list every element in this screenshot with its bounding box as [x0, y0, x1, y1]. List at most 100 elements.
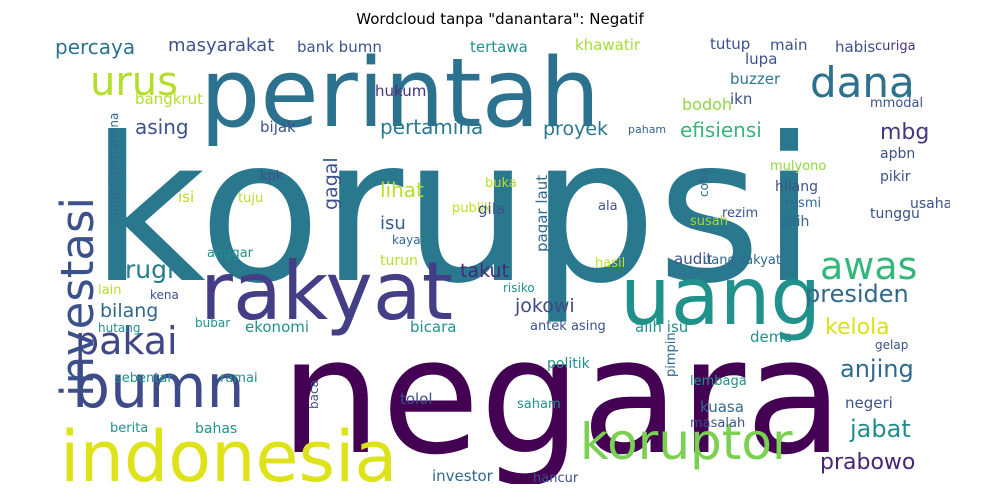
word-pikir: pikir — [880, 169, 911, 185]
word-uang: uang — [620, 250, 822, 343]
word-mbg: mbg — [880, 120, 930, 145]
word-lembaga: lembaga — [690, 374, 747, 389]
word-bumn: bumn — [72, 352, 245, 422]
word-risiko: risiko — [503, 281, 535, 295]
word-sebentar: sebentar — [115, 371, 173, 386]
word-cloud: korupsi negara perintah uang rakyat indonesia… — [50, 32, 950, 485]
word-prabowo: prabowo — [820, 450, 916, 475]
word-mmodal: mmodal — [870, 96, 924, 111]
word-publik: publik — [452, 201, 492, 216]
word-pilih: pilih — [780, 214, 810, 230]
word-main: main — [770, 36, 808, 54]
word-pakai: pakai — [75, 319, 178, 363]
word-pagar-laut: pagar laut — [533, 174, 551, 252]
word-khawatir: khawatir — [575, 36, 641, 54]
word-politik: politik — [547, 356, 590, 372]
word-tuju: tuju — [238, 191, 264, 206]
word-awas: awas — [820, 244, 918, 288]
word-hutang: hutang — [98, 321, 141, 335]
word-ala: ala — [598, 199, 618, 214]
word-anggar: anggar — [207, 246, 254, 261]
word-isu: isu — [380, 213, 406, 234]
word-bubar: bubar — [195, 316, 231, 330]
word-antek-asing: antek asing — [530, 319, 606, 334]
word-asing: asing — [135, 115, 189, 139]
word-masyarakat: masyarakat — [168, 35, 275, 56]
word-bank-bumn: bank bumn — [297, 38, 382, 56]
word-tertawa: tertawa — [470, 38, 528, 56]
word-susah: susah — [690, 214, 728, 229]
word-tunggu: tunggu — [870, 206, 920, 222]
word-resmi: resmi — [785, 196, 822, 211]
word-bodoh: bodoh — [682, 95, 733, 114]
word-hancur: hancur — [533, 471, 579, 484]
word-efisiensi: efisiensi — [680, 118, 762, 142]
word-lupa: lupa — [745, 50, 778, 68]
chart-title: Wordcloud tanpa "danantara": Negatif — [356, 10, 644, 28]
word-urus: urus — [90, 59, 178, 105]
word-korupsi-pertamina: korupsi pertamina — [107, 112, 121, 222]
word-alih-isu: alih isu — [635, 318, 689, 336]
word-anjing: anjing — [840, 355, 914, 383]
word-buka: buka — [485, 176, 517, 191]
word-pertamina: pertamina — [380, 115, 484, 139]
word-rezim: rezim — [722, 206, 759, 221]
word-bilang: bilang — [100, 300, 159, 322]
word-gagal: gagal — [320, 157, 342, 210]
word-bijak: bijak — [260, 118, 296, 136]
word-bicara: bicara — [410, 318, 457, 336]
word-perintah: perintah — [200, 39, 601, 149]
word-demo: demo — [750, 328, 793, 346]
word-investor: investor — [432, 467, 493, 484]
word-hasil: hasil — [595, 256, 626, 271]
word-gila: gila — [478, 200, 506, 218]
word-buzzer: buzzer — [730, 70, 781, 88]
word-pimpin: pimpin — [664, 332, 679, 377]
word-rugi: rugi — [125, 255, 174, 284]
word-baca: baca — [307, 380, 321, 409]
word-kuasa: kuasa — [700, 398, 744, 416]
word-kpk: kpk — [260, 169, 284, 184]
word-korupsi: korupsi — [90, 95, 817, 328]
word-bahas: bahas — [195, 421, 238, 437]
word-habis: habis — [835, 38, 876, 56]
word-audit: audit — [674, 250, 713, 268]
word-indonesia: indonesia — [60, 416, 398, 484]
word-apbn: apbn — [880, 146, 916, 162]
word-tutup: tutup — [710, 35, 751, 53]
word-mulyono: mulyono — [770, 159, 827, 174]
word-jabat: jabat — [850, 415, 911, 443]
word-investasi: investasi — [51, 197, 104, 397]
word-percaya: percaya — [55, 35, 136, 59]
word-usaha: usaha — [910, 196, 950, 212]
word-ramai: ramai — [220, 371, 258, 386]
word-negara: negara — [280, 303, 844, 484]
word-saham: saham — [517, 397, 561, 412]
word-paham: paham — [628, 123, 667, 136]
word-tolol: tolol — [400, 390, 433, 408]
word-hukum: hukum — [375, 82, 427, 100]
word-jokowi: jokowi — [515, 295, 575, 317]
word-masalah: masalah — [690, 416, 746, 431]
word-proyek: proyek — [543, 118, 609, 140]
word-curiga: curiga — [875, 39, 916, 54]
word-berita: berita — [110, 421, 149, 436]
word-ekonomi: ekonomi — [245, 318, 310, 336]
word-ikn: ikn — [730, 90, 753, 108]
word-gelap: gelap — [875, 338, 909, 352]
word-hilang: hilang — [775, 179, 818, 195]
word-dana: dana — [810, 58, 915, 107]
word-kelola: kelola — [825, 315, 890, 340]
word-koruptor: koruptor — [580, 413, 793, 471]
word-kena: kena — [150, 288, 179, 302]
word-rakyat: rakyat — [200, 245, 454, 338]
word-isi: isi — [178, 188, 195, 206]
word-turun: turun — [380, 253, 418, 269]
word-takut: takut — [460, 260, 510, 282]
word-presiden: presiden — [805, 280, 909, 308]
word-bangkrut: bangkrut — [135, 90, 203, 108]
word-coba: coba — [697, 168, 711, 197]
word-kaya: kaya — [392, 233, 421, 247]
word-uang-rakyat: uang rakyat — [703, 253, 781, 268]
word-negeri: negeri — [845, 394, 893, 412]
